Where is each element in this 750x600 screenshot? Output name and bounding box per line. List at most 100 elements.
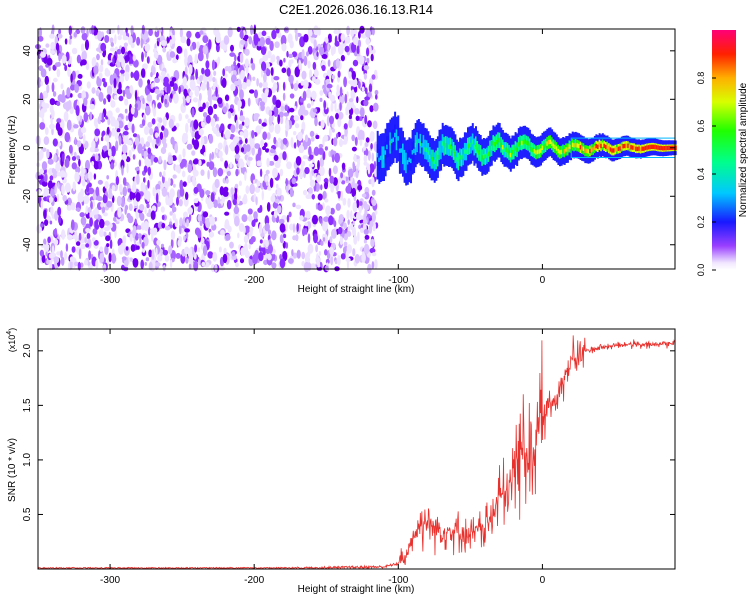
signal-band-core xyxy=(549,139,552,144)
noise-cell xyxy=(175,122,180,128)
noise-cell xyxy=(198,92,202,101)
noise-cell xyxy=(288,258,294,264)
signal-band-core xyxy=(573,143,576,148)
noise-cell xyxy=(162,264,166,272)
noise-cell xyxy=(279,258,286,269)
noise-cell xyxy=(60,250,63,259)
noise-cell xyxy=(56,101,61,107)
noise-cell xyxy=(222,106,228,114)
noise-cell xyxy=(220,157,224,162)
noise-cell xyxy=(281,43,287,52)
noise-cell xyxy=(64,251,68,261)
noise-cell xyxy=(105,235,111,242)
noise-cell xyxy=(44,219,49,227)
noise-cell xyxy=(46,57,53,66)
noise-cell xyxy=(363,243,370,255)
noise-cell xyxy=(238,123,243,130)
noise-cell xyxy=(148,249,153,258)
noise-cell xyxy=(306,103,311,109)
noise-cell xyxy=(358,201,363,206)
noise-cell xyxy=(70,73,73,83)
noise-cell xyxy=(185,191,189,200)
noise-cell xyxy=(313,39,317,49)
signal-band-core xyxy=(654,144,657,150)
noise-cell xyxy=(66,87,71,98)
signal-band-core xyxy=(435,157,438,163)
noise-cell xyxy=(291,51,298,58)
noise-cell xyxy=(252,76,256,82)
noise-cell xyxy=(157,102,162,109)
noise-cell xyxy=(107,148,112,157)
noise-cell xyxy=(298,59,302,70)
noise-cell xyxy=(78,232,82,241)
noise-cell xyxy=(199,75,203,82)
noise-cell xyxy=(371,199,377,207)
noise-cell xyxy=(272,201,279,209)
noise-cell xyxy=(286,214,290,223)
noise-cell xyxy=(274,199,280,204)
noise-cell xyxy=(336,84,340,93)
noise-cell xyxy=(305,252,309,263)
noise-cell xyxy=(161,222,166,229)
noise-cell xyxy=(271,262,277,269)
noise-cell xyxy=(304,222,309,227)
signal-band-core xyxy=(619,146,622,151)
noise-cell xyxy=(198,106,204,113)
noise-cell xyxy=(43,136,50,146)
noise-cell xyxy=(260,104,265,112)
noise-cell xyxy=(313,25,319,36)
noise-cell xyxy=(238,195,241,200)
noise-cell xyxy=(80,243,86,249)
noise-cell xyxy=(142,63,148,70)
signal-band-core xyxy=(608,146,611,151)
noise-cell xyxy=(106,126,110,135)
signal-band-core xyxy=(408,157,411,162)
noise-cell xyxy=(159,131,164,140)
noise-cell xyxy=(258,82,263,88)
noise-cell xyxy=(69,256,75,262)
noise-cell xyxy=(192,175,196,183)
noise-cell xyxy=(126,163,129,174)
noise-cell xyxy=(334,101,337,112)
noise-cell xyxy=(356,96,359,104)
noise-cell xyxy=(324,146,328,151)
noise-cell xyxy=(335,58,340,69)
noise-cell xyxy=(327,59,331,67)
noise-cell xyxy=(182,96,186,107)
noise-cell xyxy=(75,241,81,246)
noise-cell xyxy=(277,32,282,39)
noise-cell xyxy=(218,246,222,253)
signal-band-core xyxy=(516,147,519,152)
noise-cell xyxy=(139,204,145,211)
noise-cell xyxy=(107,110,113,119)
noise-cell xyxy=(279,254,282,260)
signal-band-core xyxy=(514,146,517,151)
noise-cell xyxy=(212,82,216,91)
noise-cell xyxy=(329,127,332,138)
noise-cell xyxy=(100,136,104,142)
noise-cell xyxy=(248,36,253,45)
noise-cell xyxy=(95,90,100,97)
noise-cell xyxy=(330,207,335,215)
noise-cell xyxy=(40,108,45,119)
noise-cell xyxy=(329,115,334,125)
noise-cell xyxy=(371,176,375,188)
x-tick-label: 0 xyxy=(540,575,546,586)
noise-cell xyxy=(310,100,314,106)
noise-cell xyxy=(164,226,171,231)
noise-cell xyxy=(241,121,245,126)
noise-cell xyxy=(279,59,283,67)
noise-cell xyxy=(247,214,253,222)
signal-band-core xyxy=(511,149,514,155)
noise-cell xyxy=(267,229,272,235)
noise-cell xyxy=(346,230,352,237)
noise-cell xyxy=(122,89,126,97)
signal-band-core xyxy=(506,148,509,153)
noise-cell xyxy=(363,213,367,224)
noise-cell xyxy=(305,194,312,200)
noise-cell xyxy=(169,211,173,216)
noise-cell xyxy=(261,122,267,127)
noise-cell xyxy=(116,48,122,55)
noise-cell xyxy=(174,218,178,228)
noise-cell xyxy=(99,246,104,252)
